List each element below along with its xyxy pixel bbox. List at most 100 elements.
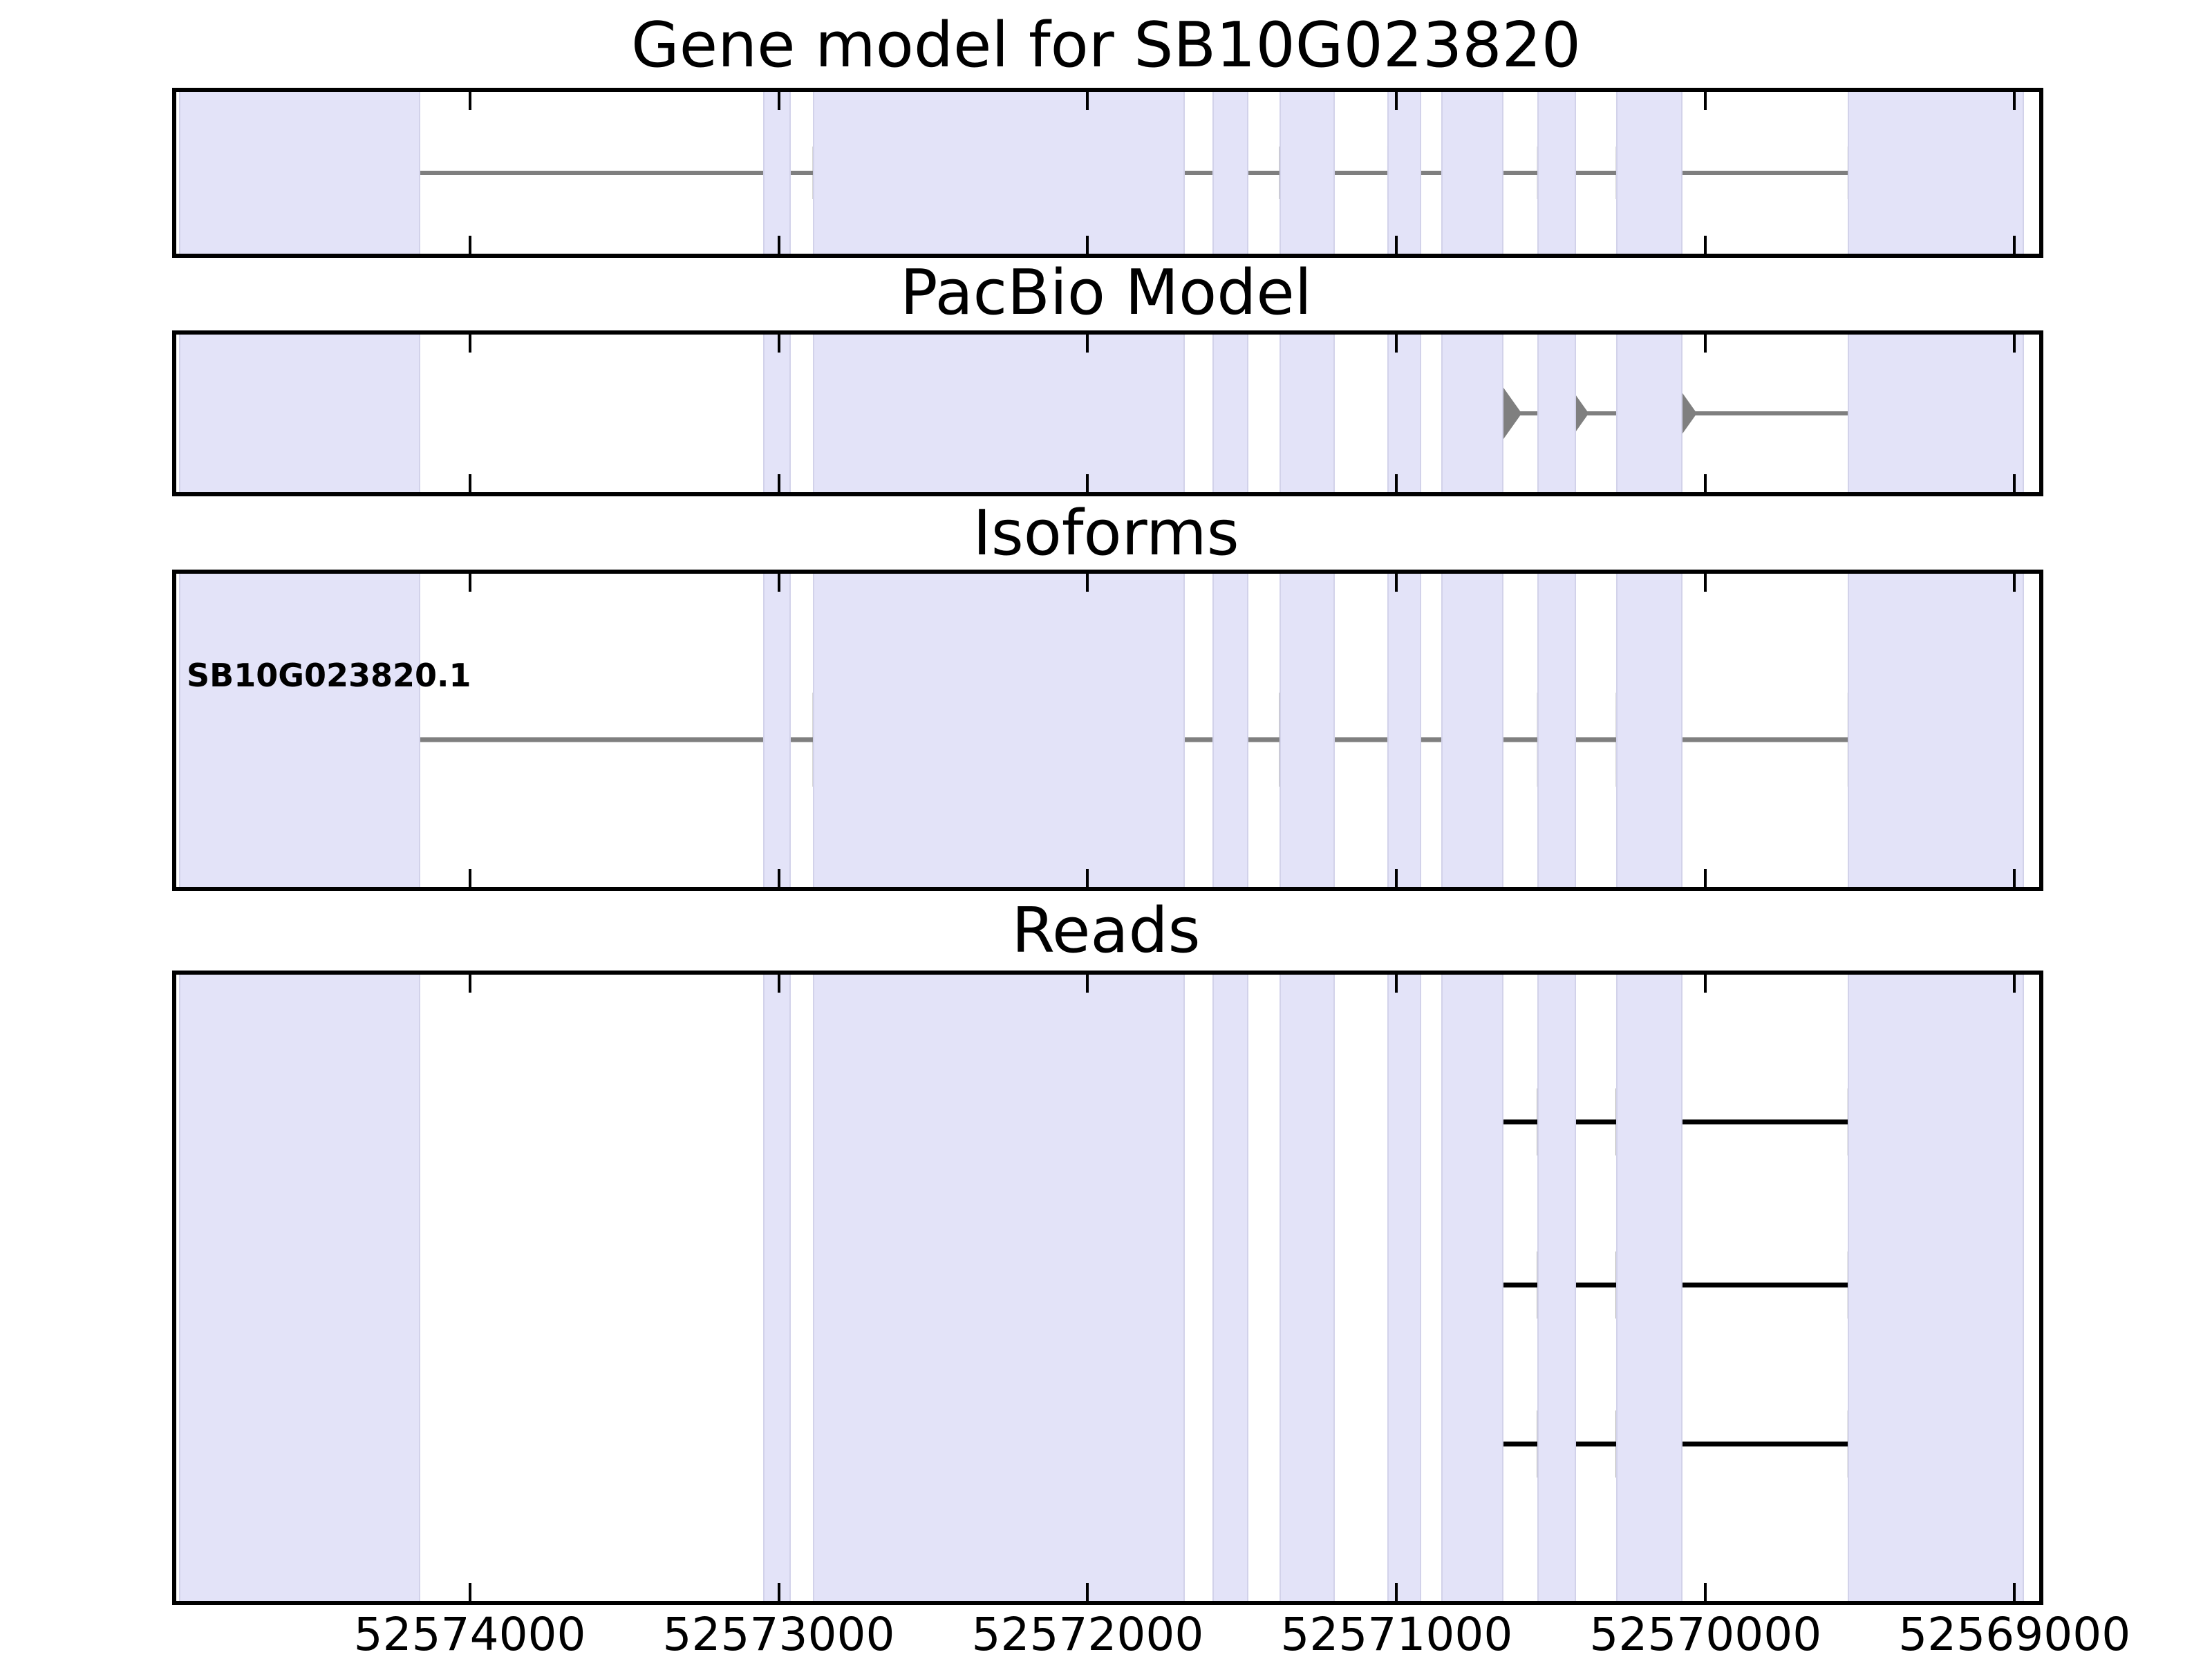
axis-tick-mark xyxy=(2013,92,2016,110)
axis-tick-mark xyxy=(468,1583,471,1601)
exon-highlight-band xyxy=(1847,335,2024,492)
exon-highlight-band xyxy=(1441,335,1503,492)
axis-tick-mark xyxy=(2013,869,2016,887)
exon-highlight-band xyxy=(1279,574,1335,887)
exon-highlight-band xyxy=(812,335,1185,492)
axis-tick-mark xyxy=(777,236,780,254)
axis-tick-mark xyxy=(2013,335,2016,353)
exon-highlight-band xyxy=(1615,975,1683,1601)
axis-tick-mark xyxy=(777,975,780,993)
axis-tick-mark xyxy=(2013,1583,2016,1601)
axis-tick-mark xyxy=(468,869,471,887)
x-tick-label: 52571000 xyxy=(1280,1608,1513,1659)
axis-tick-mark xyxy=(468,474,471,492)
axis-tick-mark xyxy=(1704,92,1707,110)
axis-tick-mark xyxy=(1086,474,1089,492)
panel-isoforms xyxy=(172,570,2043,891)
axis-tick-mark xyxy=(1704,1583,1707,1601)
axis-tick-mark xyxy=(1704,574,1707,592)
exon-highlight-band xyxy=(1441,975,1503,1601)
exon-highlight-band xyxy=(1847,975,2024,1601)
exon-highlight-band xyxy=(179,574,421,887)
x-tick-label: 52569000 xyxy=(1898,1608,2131,1659)
exon-highlight-band xyxy=(1212,335,1248,492)
axis-tick-mark xyxy=(1704,236,1707,254)
axis-tick-mark xyxy=(1704,975,1707,993)
axis-tick-mark xyxy=(1086,335,1089,353)
axis-tick-mark xyxy=(1086,1583,1089,1601)
axis-tick-mark xyxy=(2013,574,2016,592)
exon-highlight-band xyxy=(179,975,421,1601)
axis-tick-mark xyxy=(1395,474,1398,492)
exon-highlight-band xyxy=(1537,975,1576,1601)
exon-highlight-band xyxy=(1212,574,1248,887)
exon-highlight-band xyxy=(1615,574,1683,887)
exon-highlight-band xyxy=(1441,92,1503,254)
exon-highlight-band xyxy=(1537,574,1576,887)
axis-tick-mark xyxy=(468,574,471,592)
panel-reads xyxy=(172,971,2043,1605)
exon-highlight-band xyxy=(1279,92,1335,254)
x-tick-label: 52570000 xyxy=(1589,1608,1822,1659)
axis-tick-mark xyxy=(2013,474,2016,492)
axis-tick-mark xyxy=(777,574,780,592)
panel-gene-model xyxy=(172,88,2043,258)
axis-tick-mark xyxy=(1086,869,1089,887)
axis-tick-mark xyxy=(1395,869,1398,887)
axis-tick-mark xyxy=(1086,236,1089,254)
exon-highlight-band xyxy=(179,92,421,254)
exon-highlight-band xyxy=(1615,335,1683,492)
x-tick-label: 52573000 xyxy=(662,1608,895,1659)
panel-pacbio-model xyxy=(172,330,2043,496)
exon-highlight-band xyxy=(763,92,791,254)
panel-title-isoforms: Isoforms xyxy=(973,497,1239,570)
axis-tick-mark xyxy=(777,92,780,110)
axis-tick-mark xyxy=(468,236,471,254)
axis-tick-mark xyxy=(2013,975,2016,993)
axis-tick-mark xyxy=(1086,975,1089,993)
x-tick-label: 52572000 xyxy=(971,1608,1204,1659)
axis-tick-mark xyxy=(1086,92,1089,110)
axis-tick-mark xyxy=(1395,975,1398,993)
axis-tick-mark xyxy=(468,335,471,353)
axis-tick-mark xyxy=(468,975,471,993)
axis-tick-mark xyxy=(1395,335,1398,353)
exon-highlight-band xyxy=(1387,92,1422,254)
axis-tick-mark xyxy=(1704,335,1707,353)
axis-tick-mark xyxy=(1395,92,1398,110)
axis-tick-mark xyxy=(1086,574,1089,592)
exon-highlight-band xyxy=(763,975,791,1601)
axis-tick-mark xyxy=(1395,1583,1398,1601)
isoform-label: SB10G023820.1 xyxy=(187,657,471,694)
exon-highlight-band xyxy=(1387,574,1422,887)
exon-highlight-band xyxy=(812,574,1185,887)
exon-highlight-band xyxy=(763,574,791,887)
axis-tick-mark xyxy=(1395,236,1398,254)
exon-highlight-band xyxy=(1847,92,2024,254)
exon-highlight-band xyxy=(179,335,421,492)
exon-highlight-band xyxy=(1279,335,1335,492)
axis-tick-mark xyxy=(777,1583,780,1601)
exon-highlight-band xyxy=(1441,574,1503,887)
exon-highlight-band xyxy=(1387,335,1422,492)
axis-tick-mark xyxy=(777,474,780,492)
exon-highlight-band xyxy=(1279,975,1335,1601)
axis-tick-mark xyxy=(1395,574,1398,592)
panel-title-pacbio: PacBio Model xyxy=(900,256,1312,329)
x-tick-label: 52574000 xyxy=(353,1608,586,1659)
exon-highlight-band xyxy=(812,975,1185,1601)
panel-title-gene-model: Gene model for SB10G023820 xyxy=(630,9,1582,82)
exon-highlight-band xyxy=(1615,92,1683,254)
axis-tick-mark xyxy=(1704,474,1707,492)
axis-tick-mark xyxy=(1704,869,1707,887)
axis-tick-mark xyxy=(777,869,780,887)
x-axis-tick-labels: 52574000 52573000 52572000 52571000 52570000… xyxy=(0,1609,2212,1659)
exon-highlight-band xyxy=(1212,92,1248,254)
exon-highlight-band xyxy=(1537,335,1576,492)
exon-highlight-band xyxy=(1212,975,1248,1601)
exon-highlight-band xyxy=(1387,975,1422,1601)
axis-tick-mark xyxy=(2013,236,2016,254)
exon-highlight-band xyxy=(1537,92,1576,254)
panel-title-reads: Reads xyxy=(1011,894,1201,967)
